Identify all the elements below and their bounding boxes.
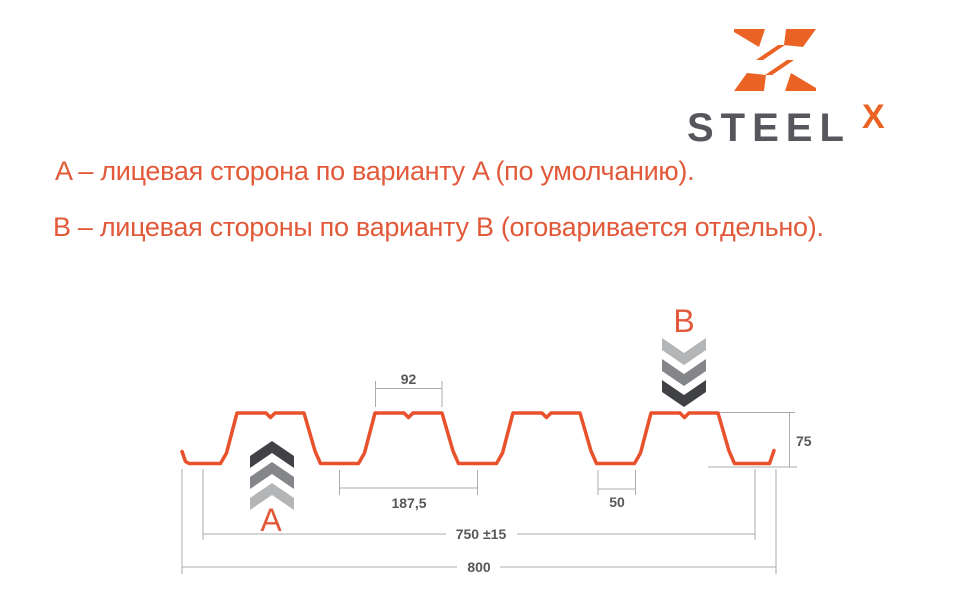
dim-75-lines <box>708 412 797 468</box>
dim-92-lines <box>375 381 443 407</box>
dim-profile-height: 75 <box>796 433 812 449</box>
chevron-mid <box>662 359 706 386</box>
note-line-variant-b: B – лицевая стороны по варианту B (огова… <box>53 212 824 242</box>
dimension-lines <box>181 381 797 574</box>
dim-50-lines <box>597 470 636 495</box>
dim-working-width: 750 ±15 <box>456 526 507 542</box>
dim-rib-pitch: 187,5 <box>391 495 426 511</box>
dimension-values: 92 187,5 50 75 750 ±15 800 <box>391 371 811 575</box>
dim-187-lines <box>339 470 478 495</box>
dim-overall-width: 800 <box>467 559 491 575</box>
profile-outline <box>180 411 776 466</box>
dim-800-lines <box>181 469 777 574</box>
brand-wordmark: STEEL <box>687 106 851 150</box>
steelx-logo-icon <box>734 29 816 91</box>
chevron-dark <box>662 380 706 407</box>
face-a-chevrons-icon <box>250 441 294 510</box>
brand-superscript-x-icon: X <box>862 98 885 136</box>
chevron-light <box>250 483 294 510</box>
face-b-chevrons-icon <box>662 338 706 407</box>
face-a-label: A <box>260 502 282 538</box>
chevron-light <box>662 338 706 365</box>
logo-x-mark <box>734 29 816 91</box>
chevron-dark <box>250 441 294 468</box>
face-b-label: B <box>673 303 694 339</box>
note-line-variant-a: A – лицевая сторона по варианту A (по ум… <box>55 156 695 186</box>
dim-bottom-flat: 50 <box>609 494 625 510</box>
chevron-mid <box>250 462 294 489</box>
dim-750-lines <box>202 469 756 540</box>
dim-rib-top-width: 92 <box>401 371 417 387</box>
